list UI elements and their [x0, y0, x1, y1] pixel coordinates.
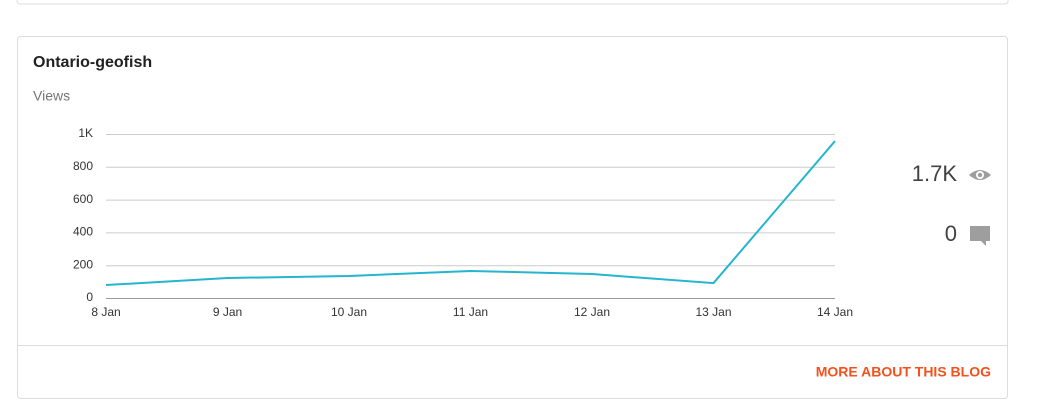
- more-link[interactable]: MORE ABOUT THIS BLOG: [816, 364, 991, 380]
- chart: 0 200 400 600 800 1K 8 Jan 9 Jan 10 Jan 11 Jan 12 …: [73, 126, 853, 319]
- x-tick-label: 8 Jan: [91, 305, 120, 319]
- comment-icon: [970, 226, 990, 246]
- views-total: 1.7K: [912, 161, 958, 186]
- previous-card: [16, 0, 1009, 5]
- comments-total: 0: [945, 221, 957, 246]
- x-tick-label: 10 Jan: [331, 305, 367, 319]
- y-tick-label: 400: [73, 225, 93, 239]
- x-tick-label: 11 Jan: [453, 305, 488, 319]
- y-tick-label: 600: [73, 192, 93, 206]
- x-tick-label: 13 Jan: [695, 305, 731, 319]
- y-tick-label: 1K: [78, 126, 93, 140]
- line: [105, 140, 836, 287]
- x-tick-label: 14 Jan: [817, 305, 853, 319]
- card: [17, 36, 1008, 399]
- x-tick-label: 9 Jan: [213, 305, 242, 319]
- x-tick-label: 12 Jan: [574, 305, 610, 319]
- y-tick-label: 800: [73, 159, 93, 173]
- y-tick-label: 200: [73, 257, 93, 271]
- eye-icon: [969, 170, 991, 180]
- card-subtitle: Views: [33, 88, 70, 104]
- y-tick-label: 0: [86, 290, 93, 304]
- card-title: Ontario-geofish: [33, 54, 152, 71]
